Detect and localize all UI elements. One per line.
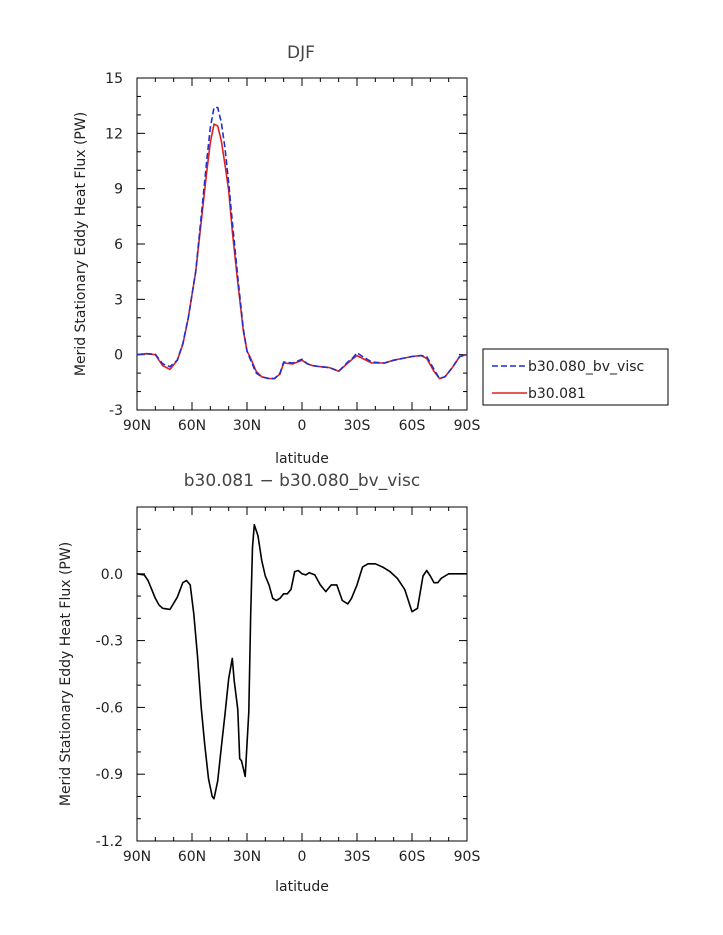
top-y-tick-label: 3 xyxy=(114,292,123,308)
bottom-y-tick-label: 0.0 xyxy=(101,567,123,583)
legend-label-b30-081: b30.081 xyxy=(528,386,586,402)
top-x-tick-label: 90N xyxy=(123,418,151,434)
top-panel: DJF 90N 60N 30N 0 30S 60S 90S -3 0 3 6 9 12 15 latitu… xyxy=(73,43,669,467)
bottom-x-tick-label: 0 xyxy=(298,849,307,865)
top-y-tick-label: 6 xyxy=(114,237,123,253)
bottom-y-tick-label: -0.3 xyxy=(96,634,123,650)
bottom-y-tick-label: -0.9 xyxy=(96,767,123,783)
bottom-x-tick-label: 30S xyxy=(344,849,371,865)
top-x-tick-label: 30S xyxy=(344,418,371,434)
legend: b30.080_bv_visc b30.081 xyxy=(482,348,669,406)
top-chart-title: DJF xyxy=(287,43,315,63)
top-series-line-b30-080-bv-visc xyxy=(136,106,468,380)
legend-label-b30-080: b30.080_bv_visc xyxy=(528,359,644,375)
legend-box xyxy=(482,348,669,406)
top-x-tick-label: 60N xyxy=(178,418,206,434)
bottom-x-tick-label: 90N xyxy=(123,849,151,865)
top-y-tick-label: 0 xyxy=(114,348,123,364)
top-y-tick-label: 9 xyxy=(114,182,123,198)
top-y-tick-label: 15 xyxy=(105,71,123,87)
bottom-x-tick-label: 90S xyxy=(454,849,481,865)
top-x-tick-label: 90S xyxy=(454,418,481,434)
bottom-panel: b30.081 − b30.080_bv_visc 90N 60N 30N 0 30S 6… xyxy=(58,471,480,895)
bottom-x-tick-label: 60N xyxy=(178,849,206,865)
top-y-tick-label: 12 xyxy=(105,126,123,142)
bottom-plot-frame xyxy=(136,506,468,842)
top-y-axis-label: Merid Stationary Eddy Heat Flux (PW) xyxy=(73,112,89,376)
bottom-x-axis-label: latitude xyxy=(275,879,329,895)
bottom-chart-title: b30.081 − b30.080_bv_visc xyxy=(184,471,420,491)
bottom-series-line-difference xyxy=(136,523,467,800)
bottom-x-tick-label: 30N xyxy=(233,849,261,865)
top-x-tick-label: 0 xyxy=(298,418,307,434)
top-y-tick-label: -3 xyxy=(109,403,123,419)
bottom-y-axis-label: Merid Stationary Eddy Heat Flux (PW) xyxy=(58,542,74,806)
bottom-y-tick-label: -1.2 xyxy=(96,834,123,850)
bottom-x-tick-label: 60S xyxy=(399,849,426,865)
bottom-y-tick-label: -0.6 xyxy=(96,700,123,716)
top-x-axis-label: latitude xyxy=(275,451,329,467)
top-series-line-b30-081 xyxy=(136,123,468,380)
top-x-tick-label: 30N xyxy=(233,418,261,434)
top-x-tick-label: 60S xyxy=(399,418,426,434)
